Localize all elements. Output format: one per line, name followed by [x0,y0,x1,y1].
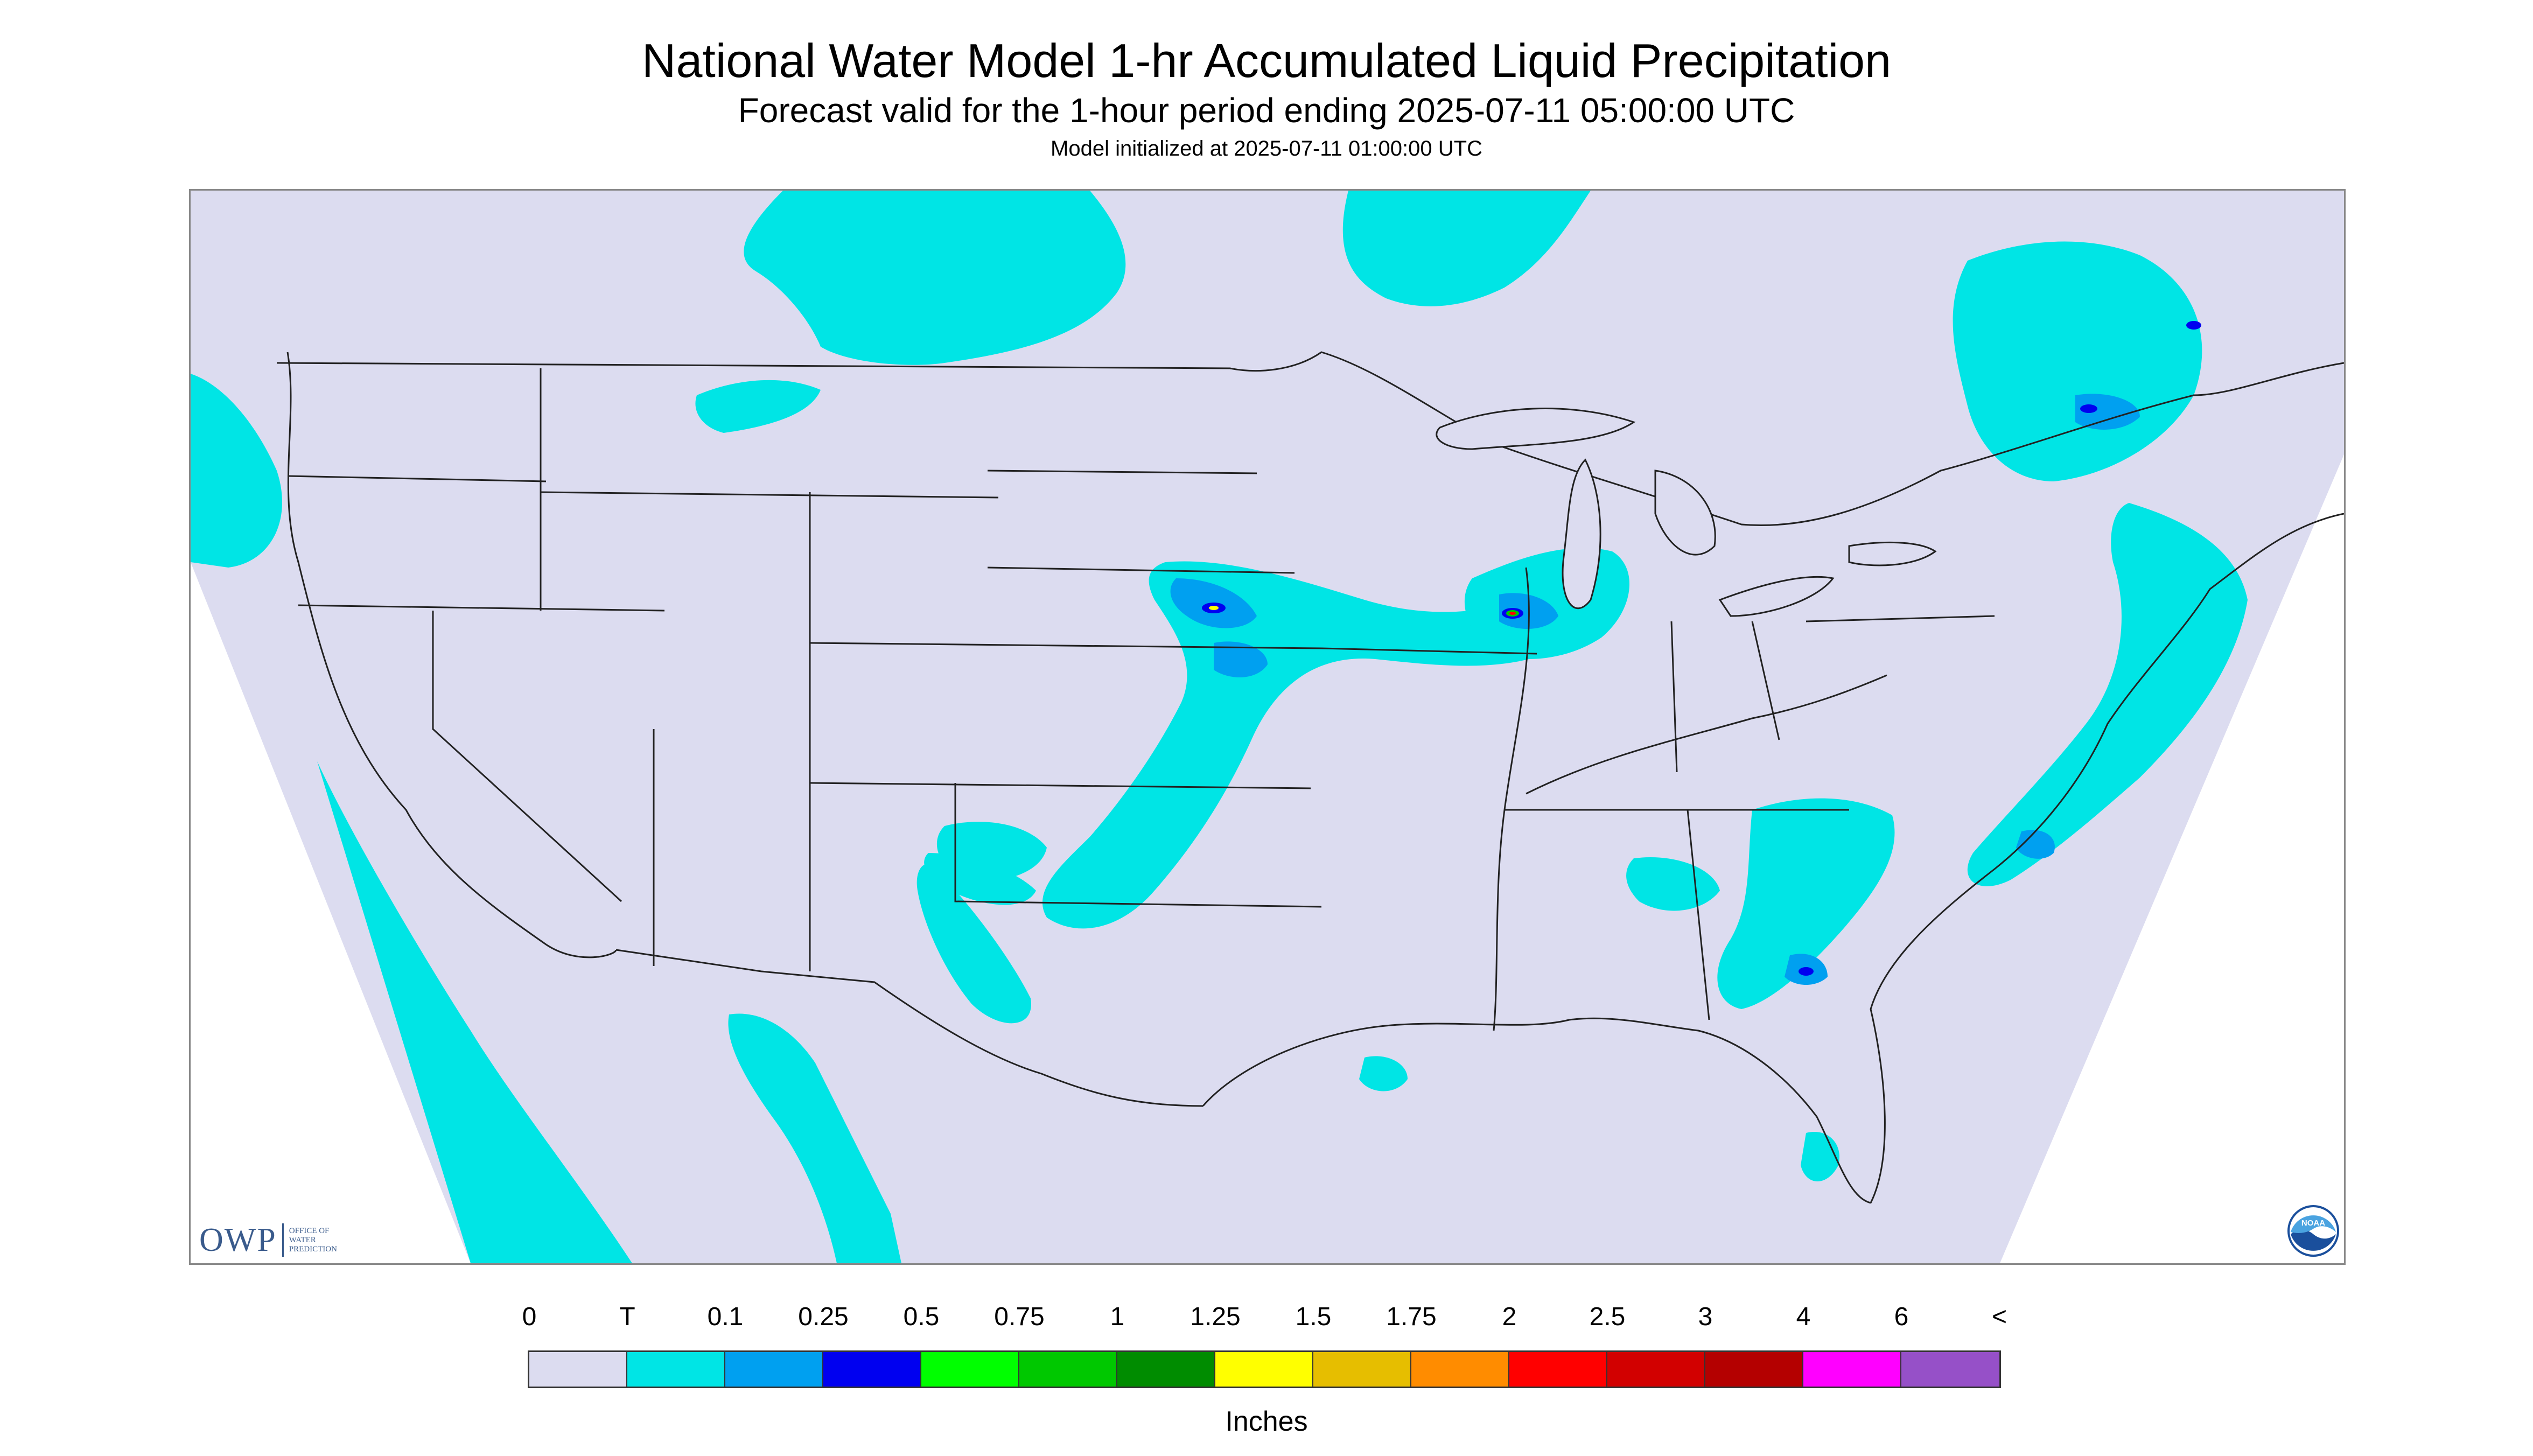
legend-swatch [1901,1352,1999,1387]
us-mexico-border [615,949,1203,1107]
legend-label: 3 [1698,1303,1713,1331]
legend-label: 4 [1796,1303,1811,1331]
owp-logo-mark: OWP [199,1221,277,1258]
owp-logo-line: PREDICTION [289,1244,337,1254]
lake-huron [1654,470,1716,556]
legend-swatch [1215,1352,1313,1387]
state-line-ga-al [1687,809,1710,1020]
legend-label: 1 [1110,1303,1125,1331]
new-england-core [2075,394,2140,430]
sc-cell [1799,967,1814,976]
montana-canada-precip [744,191,1126,365]
lake-ontario [1848,541,1937,566]
state-line-ohio-river [1526,674,1887,795]
state-line-sd-ne [987,566,1295,574]
precipitation-map [189,189,2346,1265]
noaa-logo-icon: NOAA [2286,1204,2340,1258]
legend-label: 1.75 [1386,1303,1437,1331]
legend-swatch [921,1352,1019,1387]
legend-swatch [1803,1352,1901,1387]
nebraska-iowa-core [1214,641,1268,677]
legend-label: 0.5 [903,1303,940,1331]
wyoming-precip [695,380,821,433]
atlantic-coast-precip [1967,503,2248,886]
domain-outside-left [191,191,471,1263]
legend-swatch [529,1352,627,1387]
legend-color-bar [528,1350,2001,1388]
state-line-ne-ks [809,642,1322,649]
state-line-pa-ny [1806,615,1995,622]
wi-peak-cell [1509,612,1516,615]
owp-logo-divider [282,1223,284,1257]
legend-label: 2.5 [1589,1303,1626,1331]
model-init-line: Model initialized at 2025-07-11 01:00:00… [1051,137,1482,160]
legend-label: 2 [1502,1303,1517,1331]
lake-michigan [1562,458,1601,610]
us-canada-border [276,351,2344,527]
atlantic-coastline [1870,513,2344,1203]
map-title: National Water Model 1-hr Accumulated Li… [641,34,1892,87]
noaa-logo-text: NOAA [2301,1219,2325,1228]
state-line-wa-or [287,475,547,482]
legend-label: T [619,1303,635,1331]
pacific-coastline [286,352,617,958]
legend-label: < [1991,1303,2007,1331]
north-dakota-canada-precip [1342,191,1591,306]
owp-logo-text: OFFICE OF WATER PREDICTION [289,1227,337,1254]
legend-label: 0.1 [707,1303,744,1331]
legend-swatch [1313,1352,1411,1387]
precip-heavy-areas [1209,606,1519,617]
owp-logo: OWP OFFICE OF WATER PREDICTION [199,1221,337,1259]
state-line-ohio [1751,621,1780,740]
new-england-canada-precip [1953,241,2202,481]
state-line-nd-sd [987,470,1257,474]
legend-swatch [1705,1352,1803,1387]
legend-label: 0.25 [798,1303,849,1331]
state-line-indiana [1670,621,1678,773]
state-line-or-ca [298,604,665,612]
legend-label: 1.25 [1190,1303,1241,1331]
gulf-precip [1359,1056,1408,1091]
legend-label: 0.75 [994,1303,1045,1331]
legend-units: Inches [1225,1406,1308,1437]
legend-swatch [1019,1352,1117,1387]
mexico-sierra-precip [728,1013,901,1263]
pacific-ocean-precip [317,761,632,1263]
texas-panhandle-precip [924,853,1036,905]
state-line-ca-nv [432,611,622,902]
legend-swatch [627,1352,725,1387]
legend-label: 6 [1894,1303,1909,1331]
gulf-coastline [1202,1017,1871,1204]
forecast-valid-subtitle: Forecast valid for the 1-hour period end… [738,91,1795,130]
legend-swatch [823,1352,921,1387]
legend-label: 1.5 [1295,1303,1332,1331]
carolinas-georgia-precip [1717,798,1895,1009]
legend-swatch [1607,1352,1705,1387]
quebec-cell [2186,321,2201,330]
great-lakes [1436,408,1937,617]
legend-swatch [725,1352,823,1387]
legend-swatch [1509,1352,1607,1387]
domain-interior [191,191,2344,1263]
ne-cell [2080,404,2097,413]
state-line-ks-ok [809,782,1311,789]
legend-swatch [1117,1352,1215,1387]
nc-coast-core [2016,830,2055,859]
state-line-ia-mo [1321,647,1537,655]
boundaries [276,351,2344,1204]
sd-heavy-cell [1209,606,1219,610]
state-line-mt-wy [540,491,999,499]
dakotas-frontal-band [1042,561,1583,929]
lake-superior [1436,408,1636,450]
legend-swatch [1411,1352,1509,1387]
owp-logo-line: OFFICE OF [289,1226,330,1235]
pacific-nw-precip [191,374,282,568]
owp-logo-line: WATER [289,1235,316,1244]
legend-label: 0 [522,1303,537,1331]
legend-labels: 0 T 0.1 0.25 0.5 0.75 1 1.25 1.5 1.75 2 2.5 3 4 6 < [0,1302,2533,1334]
map-canvas [191,191,2344,1263]
lake-erie [1718,576,1835,617]
state-line-ok-tx [954,783,1322,908]
west-texas-precip [916,864,1031,1024]
